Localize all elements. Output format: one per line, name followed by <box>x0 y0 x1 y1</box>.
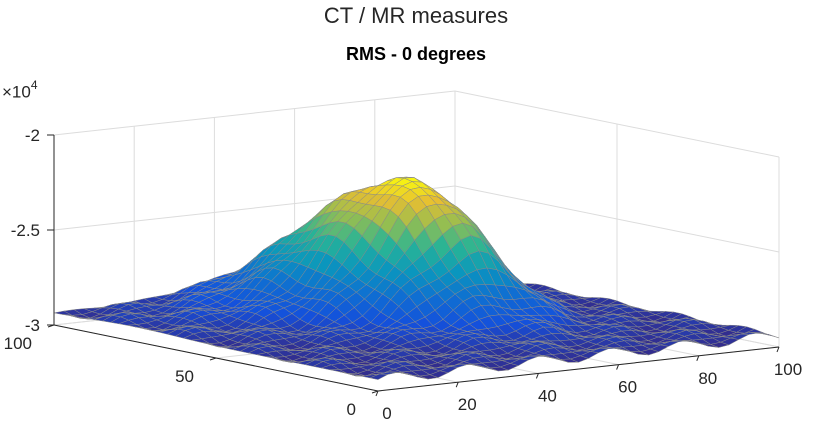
y-tick-label: 100 <box>4 334 32 353</box>
x-tick-mark <box>535 373 539 379</box>
z-exponent-power: 4 <box>30 78 38 92</box>
grid-line <box>454 90 780 158</box>
z-tick-label: -2 <box>25 126 40 145</box>
y-tick-mark <box>209 357 217 361</box>
y-tick-label: 0 <box>347 400 356 419</box>
axes-title: RMS - 0 degrees <box>345 44 487 64</box>
x-axis-line <box>377 346 780 392</box>
grid-line <box>53 90 456 136</box>
x-tick-mark <box>776 346 780 353</box>
x-tick-mark <box>616 364 620 370</box>
x-tick-label: 0 <box>382 404 391 423</box>
grid-line <box>454 185 780 253</box>
x-tick-label: 60 <box>618 378 637 397</box>
y-tick-label: 50 <box>175 367 194 386</box>
axes-lines <box>47 134 780 397</box>
x-tick-label: 80 <box>698 369 717 388</box>
x-tick-label: 100 <box>774 360 802 379</box>
z-axis-exponent: ×104 <box>2 78 38 103</box>
x-tick-label: 40 <box>538 386 557 405</box>
surface-face <box>760 333 780 339</box>
z-tick-label: -3 <box>25 316 40 335</box>
z-exponent-base: ×10 <box>2 82 31 102</box>
x-tick-mark <box>696 355 700 361</box>
figure-suptitle: CT / MR measures <box>323 3 509 28</box>
z-tick-label: -2.5 <box>11 221 40 240</box>
x-tick-label: 20 <box>458 395 477 414</box>
y-tick-mark <box>371 390 379 394</box>
x-tick-mark <box>455 382 459 388</box>
x-tick-mark <box>375 390 379 397</box>
surface-mesh <box>53 176 780 380</box>
